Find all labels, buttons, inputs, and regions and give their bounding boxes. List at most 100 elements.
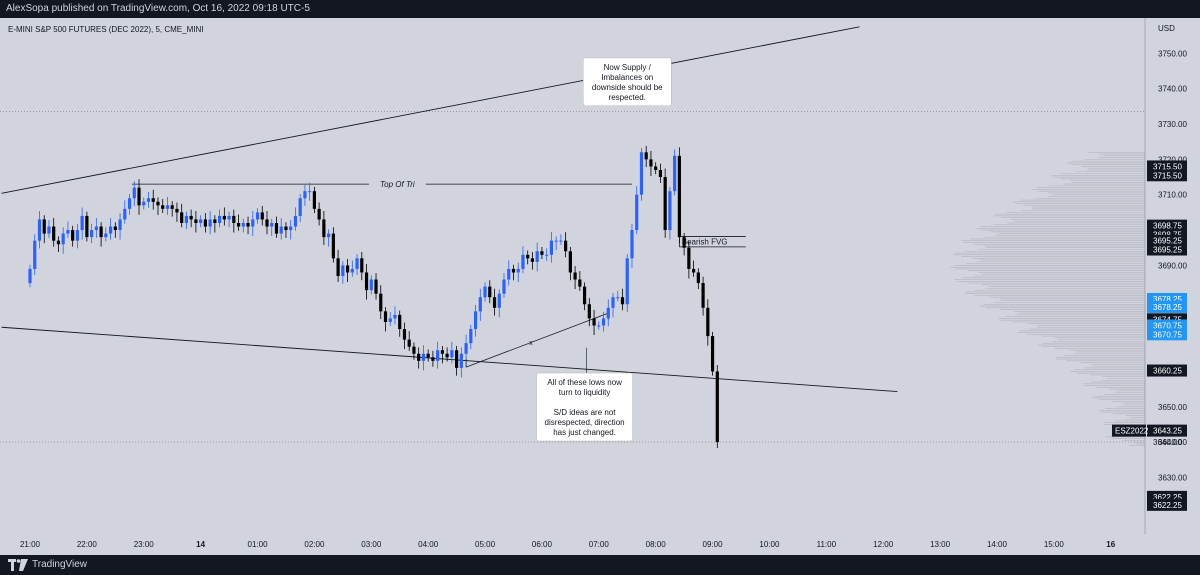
candle-body (649, 159, 653, 167)
time-tick-label: 08:00 (646, 540, 667, 549)
upper-trendline (1, 26, 860, 194)
time-axis[interactable]: 21:00 22:00 23:00 14 01:00 02:00 03:00 04:00 05:… (20, 540, 1116, 549)
candle-body (33, 240, 37, 269)
candle-body (37, 219, 42, 241)
candle (488, 280, 492, 304)
candle (393, 306, 397, 325)
candle (142, 197, 146, 210)
candlestick-chart[interactable]: Top Of Tri Bearish FVG x Now Supply /Imbal… (0, 18, 1200, 555)
time-tick-label: 03:00 (361, 540, 382, 549)
candle-body (426, 353, 430, 358)
candle-body (635, 194, 639, 231)
time-tick-label: 15:00 (1044, 540, 1065, 549)
callout-text: Now Supply / (604, 63, 652, 72)
candle-body (222, 215, 226, 220)
candle-body (682, 237, 686, 248)
candle-body (658, 169, 663, 178)
price-tick-label: 3630.00 (1158, 473, 1187, 482)
candle-body (526, 254, 530, 259)
candle (687, 241, 691, 279)
candle-body (199, 219, 203, 223)
candle (379, 285, 383, 320)
candle-body (203, 219, 207, 227)
price-label-text: 3695.25 (1153, 245, 1182, 254)
candle (308, 182, 312, 201)
candle-body (213, 219, 217, 223)
candle (274, 216, 279, 238)
candle-body (175, 208, 179, 213)
candle-body (511, 268, 516, 273)
candle (549, 232, 553, 263)
candle-body (317, 208, 321, 220)
chart-area[interactable]: Top Of Tri Bearish FVG x Now Supply / Imbal… (0, 18, 1200, 555)
candle (52, 218, 56, 247)
candle-body (530, 258, 535, 262)
candle (108, 218, 113, 240)
top-of-tri-label: Top Of Tri (380, 180, 415, 189)
candle (293, 207, 298, 231)
candle-body (298, 198, 302, 216)
candle (90, 223, 94, 244)
candle (450, 341, 454, 364)
candle (75, 223, 79, 249)
price-label-tag (1147, 243, 1187, 256)
candle (526, 250, 530, 265)
candle-body (47, 226, 51, 234)
price-axis[interactable]: 3630.003640.003650.003660.003670.003680.… (1112, 49, 1187, 511)
candle (203, 213, 207, 233)
candle (654, 162, 658, 175)
candle-body (473, 311, 478, 330)
symbol-line: E-MINI S&P 500 FUTURES (DEC 2022), 5, CM… (8, 25, 203, 34)
candle (540, 247, 544, 260)
candle-body (146, 198, 151, 202)
candle-body (180, 212, 184, 223)
candle (104, 227, 108, 242)
candle-body (270, 222, 274, 227)
candle (137, 179, 141, 215)
time-tick-label: 09:00 (703, 540, 724, 549)
callout-text: S/D ideas are not (554, 408, 617, 417)
candle (507, 260, 511, 286)
candle (184, 211, 189, 229)
candle-body (108, 226, 113, 234)
time-tick-label: 14 (196, 540, 205, 549)
candle (270, 218, 274, 237)
candle (696, 268, 700, 290)
candle (635, 186, 639, 235)
candle (625, 254, 629, 313)
tradingview-logo-icon (8, 559, 28, 571)
candle (398, 310, 402, 337)
candle (459, 347, 463, 378)
candle (218, 209, 222, 228)
candle-body (379, 293, 383, 312)
candle (426, 349, 430, 362)
candle-body (497, 293, 501, 308)
candle-body (66, 230, 70, 234)
candle-body (597, 325, 601, 327)
candle (592, 309, 596, 336)
price-tick-label: 3720.00 (1158, 155, 1187, 164)
candle (213, 215, 217, 233)
candle (47, 220, 51, 238)
candle-body (255, 212, 260, 220)
price-tick-label: 3740.00 (1158, 85, 1187, 94)
candle (445, 347, 449, 362)
time-tick-label: 14:00 (987, 540, 1008, 549)
candle (327, 229, 331, 247)
candle-body (521, 254, 525, 269)
candle (473, 304, 478, 337)
candle (222, 207, 226, 226)
candle-body (360, 258, 364, 273)
candle (606, 299, 610, 327)
candle (673, 149, 677, 196)
candle (208, 210, 212, 235)
time-tick-label: 16 (1106, 540, 1115, 549)
candle-body (592, 318, 596, 326)
candle-body (692, 268, 696, 273)
candle (189, 209, 193, 228)
candle-body (469, 329, 473, 344)
price-label-text: 3715.50 (1153, 162, 1182, 171)
time-tick-label: 01:00 (248, 540, 269, 549)
candle (639, 148, 644, 201)
candle (37, 210, 42, 249)
